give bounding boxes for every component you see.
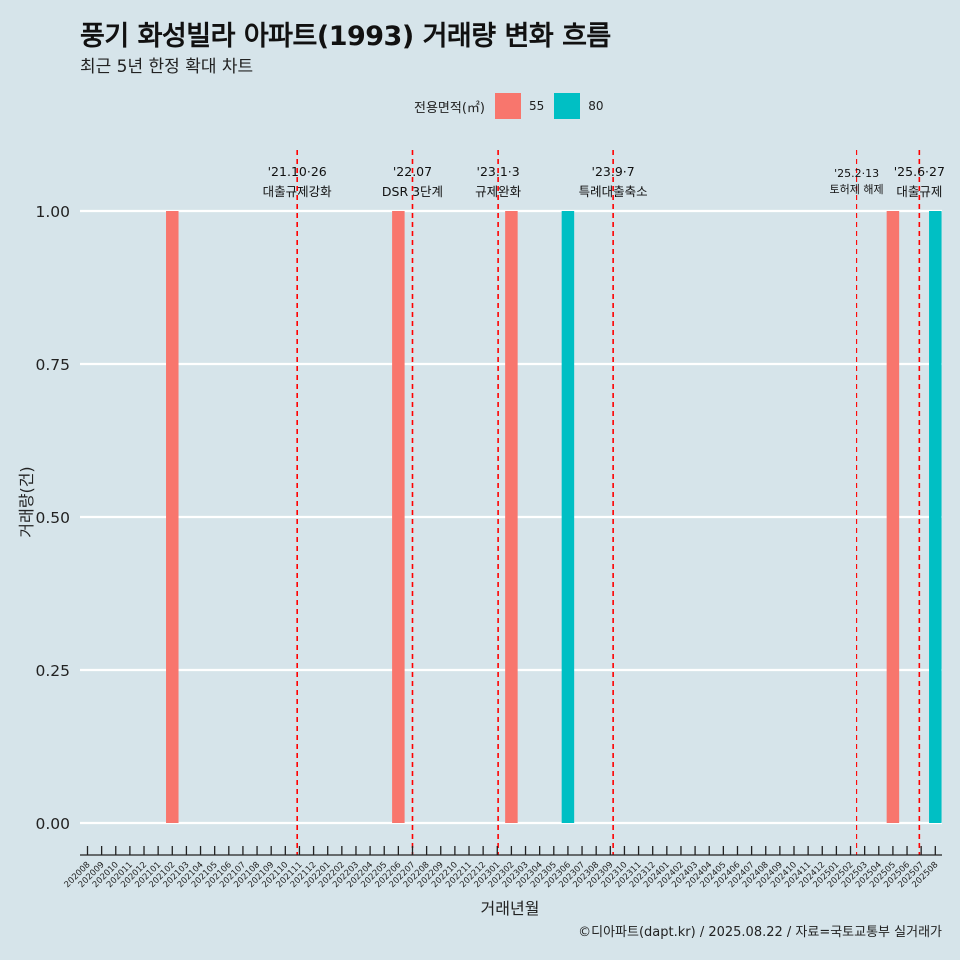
event-date-label: '25.6·27	[894, 164, 945, 179]
event-text-label: 대출규제강화	[263, 184, 333, 199]
bar	[166, 211, 179, 823]
y-tick-label: 1.00	[35, 203, 70, 221]
y-axis-title: 거래량(건)	[17, 466, 36, 537]
y-tick-label: 0.25	[35, 662, 70, 680]
source-caption: ©디아파트(dapt.kr) / 2025.08.22 / 자료=국토교통부 실…	[578, 925, 942, 940]
bar	[561, 211, 575, 823]
event-date-label: '23.1·3	[477, 164, 520, 179]
bar	[886, 211, 900, 823]
y-tick-label: 0.75	[35, 356, 70, 374]
event-text-label: 토허제 해제	[830, 182, 884, 196]
bar	[505, 211, 518, 823]
event-text-label: 규제완화	[475, 184, 522, 199]
event-date-label: '25.2·13	[834, 167, 879, 180]
event-date-label: '21.10·26	[268, 164, 327, 179]
y-tick-label: 0.00	[35, 815, 70, 833]
legend-swatch-80	[554, 93, 581, 119]
bar	[929, 211, 942, 823]
legend-swatch-55	[494, 93, 521, 119]
event-text-label: DSR 3단계	[382, 184, 443, 199]
event-date-label: '23.9·7	[592, 164, 635, 179]
chart-title: 풍기 화성빌라 아파트(1993) 거래량 변화 흐름	[80, 21, 611, 52]
legend-title: 전용면적(㎡)	[414, 100, 485, 116]
bar	[392, 211, 405, 823]
chart-subtitle: 최근 5년 한정 확대 차트	[80, 57, 254, 77]
legend-label-55: 55	[528, 99, 545, 113]
event-text-label: 대출규제	[896, 184, 942, 199]
event-date-label: '22.07	[393, 164, 432, 179]
x-axis-title: 거래년월	[481, 899, 540, 918]
legend: 전용면적(㎡) 55 80	[414, 93, 614, 119]
y-tick-label: 0.50	[35, 509, 70, 527]
legend-label-80: 80	[588, 99, 604, 113]
event-text-label: 특례대출축소	[579, 184, 648, 199]
